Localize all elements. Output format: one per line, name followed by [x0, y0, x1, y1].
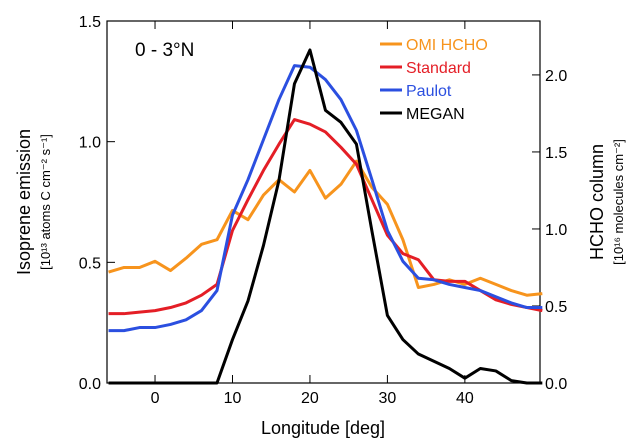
legend-label: Standard — [406, 60, 471, 77]
y-axis-units: [10¹³ atoms C cm⁻² s⁻¹] — [38, 134, 53, 270]
y-axis-label: Isoprene emission — [14, 129, 34, 275]
x-axis-label: Longitude [deg] — [261, 418, 385, 438]
y2-tick-label: 0.5 — [545, 299, 567, 316]
y2-tick-label: 1.0 — [545, 222, 567, 239]
x-tick-label: 0 — [151, 390, 160, 407]
plot-frame — [106, 20, 541, 384]
annotation: 0 - 3°N — [135, 40, 194, 61]
y2-axis-label: HCHO column — [587, 144, 607, 260]
legend-label: OMI HCHO — [406, 37, 488, 54]
legend-label: Paulot — [406, 83, 452, 100]
y2-tick-label: 1.5 — [545, 145, 567, 162]
series-line — [108, 159, 543, 297]
x-tick-label: 30 — [379, 390, 397, 407]
y2-tick-label: 2.0 — [545, 68, 567, 85]
x-tick-label: 20 — [301, 390, 319, 407]
y2-tick-label: 0.0 — [545, 376, 567, 393]
y-tick-label: 1.5 — [79, 14, 101, 31]
y-tick-label: 1.0 — [79, 135, 101, 152]
y2-axis-units: [10¹⁶ molecules cm⁻²] — [611, 139, 626, 265]
x-tick-label: 10 — [224, 390, 242, 407]
y-tick-label: 0.0 — [79, 376, 101, 393]
y-tick-label: 0.5 — [79, 255, 101, 272]
legend-label: MEGAN — [406, 106, 465, 123]
x-tick-label: 40 — [456, 390, 474, 407]
series-line — [108, 48, 543, 385]
series-line — [108, 118, 543, 316]
series-line — [108, 64, 543, 333]
